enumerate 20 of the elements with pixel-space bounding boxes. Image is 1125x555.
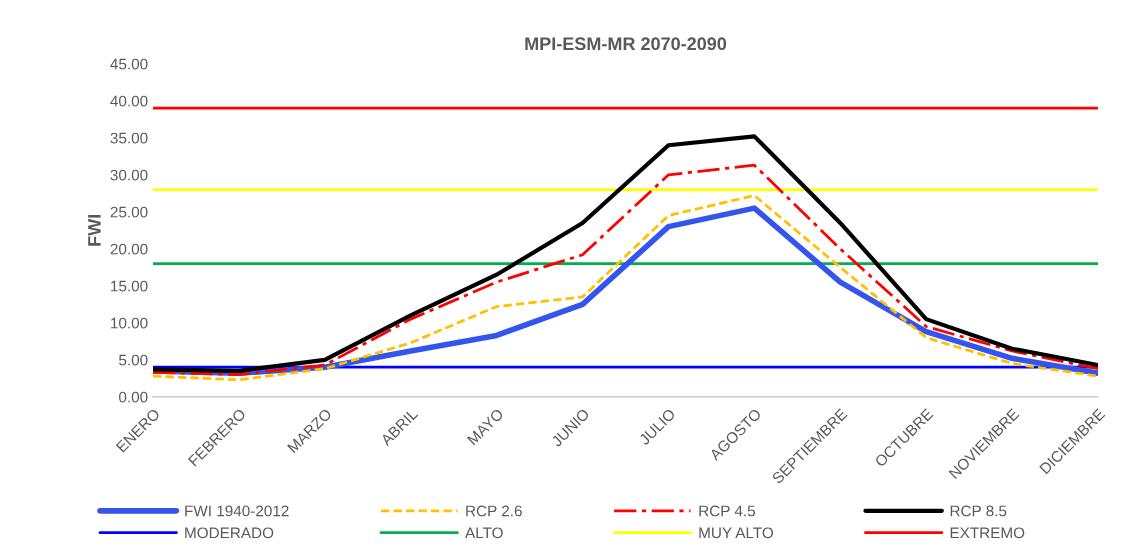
- y-tick-label: 10.00: [111, 317, 148, 329]
- y-tick-label: 40.00: [110, 95, 148, 107]
- y-tick-label: 5.00: [119, 354, 148, 366]
- legend-label: EXTREMO: [950, 527, 1025, 539]
- legend-label: RCP 4.5: [699, 505, 756, 517]
- legend-label: RCP 8.5: [950, 505, 1007, 517]
- y-tick-label: 45.00: [110, 58, 148, 70]
- y-tick-label: 20.00: [110, 243, 148, 255]
- legend-label: RCP 2.6: [466, 505, 522, 517]
- legend-label: MUY ALTO: [699, 527, 774, 539]
- y-tick-label: 25.00: [110, 206, 148, 218]
- y-axis-title: FWI: [88, 214, 101, 246]
- y-tick-label: 35.00: [110, 132, 148, 144]
- legend-label: ALTO: [465, 527, 503, 539]
- legend-label: MODERADO: [185, 527, 274, 539]
- chart-title: MPI-ESM-MR 2070-2090: [525, 37, 727, 51]
- y-tick-label: 0.00: [119, 391, 148, 403]
- y-tick-label: 30.00: [110, 169, 148, 181]
- y-tick-label: 15.00: [111, 280, 148, 292]
- legend-label: FWI 1940-2012: [185, 505, 289, 517]
